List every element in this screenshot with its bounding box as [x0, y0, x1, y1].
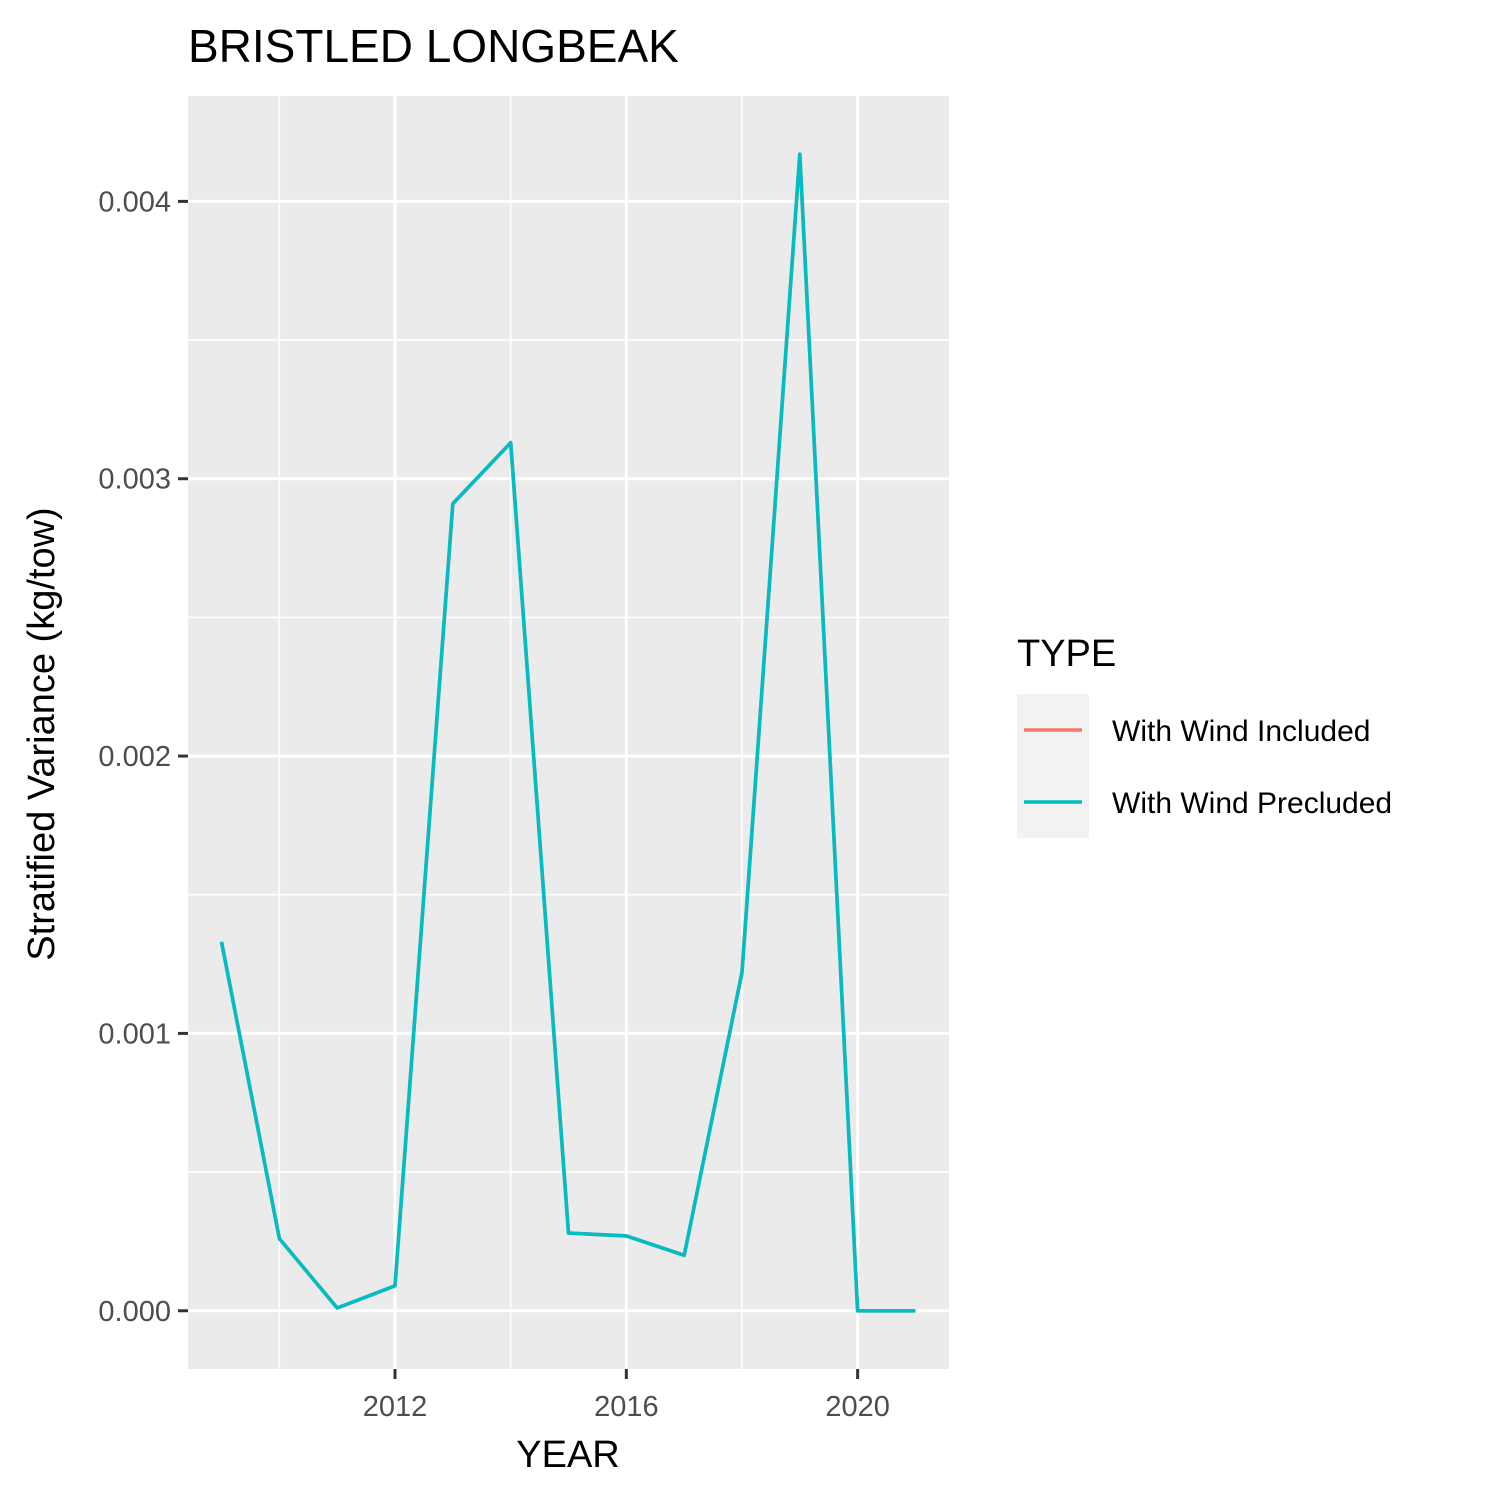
plot-panel [188, 96, 949, 1369]
y-axis-title: Stratified Variance (kg/tow) [21, 507, 63, 960]
tick-labels: 0.000 0.001 0.002 0.003 0.004 2012 2016 2020 [98, 186, 889, 1423]
x-tick-label: 2012 [363, 1391, 428, 1423]
y-tick-label: 0.004 [98, 186, 171, 218]
series-line-2 [219, 152, 916, 1313]
y-tick-label: 0.000 [98, 1296, 171, 1328]
legend-label-2: With Wind Precluded [1112, 787, 1392, 820]
x-axis-title: YEAR [516, 1434, 619, 1476]
major-gridlines [188, 96, 949, 1369]
x-tick-label: 2016 [594, 1391, 659, 1423]
minor-gridlines [188, 96, 949, 1369]
y-tick-label: 0.003 [98, 464, 171, 496]
legend-label-1: With Wind Included [1112, 715, 1370, 748]
y-tick-label: 0.002 [98, 741, 171, 773]
chart-title: BRISTLED LONGBEAK [188, 20, 679, 72]
y-tick-label: 0.001 [98, 1018, 171, 1050]
axis-ticks [178, 199, 860, 1379]
series-layer [219, 152, 916, 1313]
legend-key-background [1017, 694, 1089, 838]
x-tick-label: 2020 [825, 1391, 890, 1423]
legend-title: TYPE [1017, 633, 1116, 675]
legend: TYPE With Wind Included With Wind Preclud… [1017, 633, 1392, 838]
